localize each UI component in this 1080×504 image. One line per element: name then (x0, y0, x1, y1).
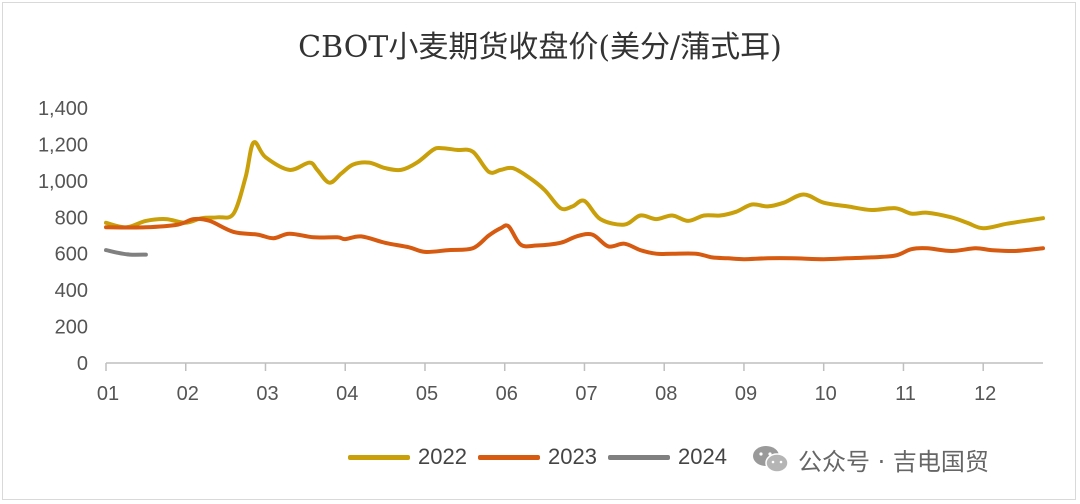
x-tick-label: 09 (735, 383, 757, 405)
series-line-2023 (104, 216, 1045, 262)
x-tick-label: 01 (97, 383, 119, 405)
x-tick-label: 10 (815, 383, 837, 405)
y-tick-label: 400 (55, 280, 88, 302)
legend-item-2022[interactable]: 2022 (348, 442, 467, 472)
y-tick-label: 600 (55, 244, 88, 266)
x-tick-label: 02 (177, 383, 199, 405)
x-tick-label: 04 (336, 383, 358, 405)
x-tick-label: 07 (575, 383, 597, 405)
x-tick-label: 12 (974, 383, 996, 405)
series-line-2024 (104, 248, 148, 257)
y-tick-label: 1,400 (38, 98, 88, 120)
legend-label-2022: 2022 (418, 444, 467, 469)
watermark: 公众号 · 吉电国贸 (752, 442, 989, 476)
x-tick-label: 03 (256, 383, 278, 405)
legend-swatch-2023 (478, 454, 540, 460)
chart-title: CBOT小麦期货收盘价(美分/蒲式耳) (298, 30, 782, 65)
y-tick-label: 800 (55, 207, 88, 229)
x-tick-label: 06 (496, 383, 518, 405)
wechat-icon (753, 446, 789, 473)
legend-item-2024[interactable]: 2024 (608, 442, 727, 472)
y-tick-label: 200 (55, 317, 88, 339)
legend-item-2023[interactable]: 2023 (478, 442, 597, 472)
y-tick-label: 1,200 (38, 134, 88, 156)
watermark-text: 公众号 · 吉电国贸 (798, 447, 989, 476)
x-tick-label: 05 (416, 383, 438, 405)
y-tick-label: 0 (77, 353, 88, 375)
series-line-2022 (104, 140, 1045, 231)
legend-label-2023: 2023 (548, 444, 597, 469)
legend-swatch-2022 (348, 454, 410, 460)
legend-swatch-2024 (608, 454, 670, 460)
y-tick-label: 1,000 (38, 171, 88, 193)
x-tick-label: 08 (655, 383, 677, 405)
x-tick-label: 11 (895, 383, 916, 405)
legend-label-2024: 2024 (678, 444, 727, 469)
